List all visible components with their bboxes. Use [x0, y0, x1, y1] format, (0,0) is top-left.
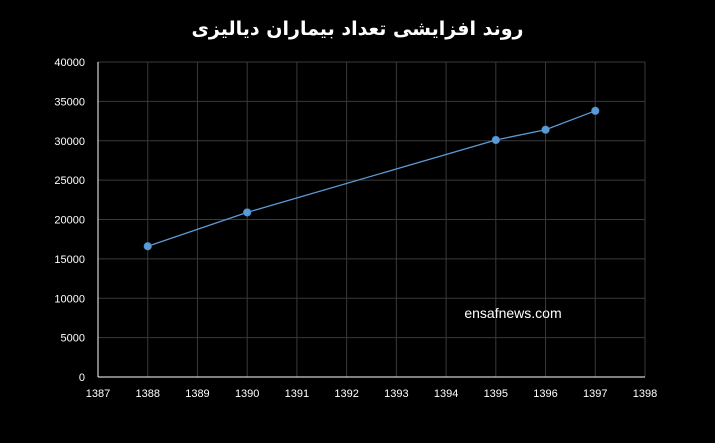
data-point [541, 125, 550, 134]
y-tick-label: 15000 [54, 254, 85, 266]
data-point [491, 135, 500, 145]
axes [97, 62, 645, 378]
x-tick-labels: 1387 1388 1389 1390 1391 1392 1393 1394 1395 1396… [86, 388, 657, 400]
data-point [143, 242, 152, 251]
y-tick-label: 30000 [54, 136, 85, 148]
data-point [591, 106, 600, 115]
x-tick-label: 1397 [583, 388, 607, 400]
x-tick-label: 1394 [434, 388, 458, 400]
y-tick-label: 5000 [61, 333, 85, 345]
x-tick-label: 1390 [235, 388, 259, 400]
y-tick-labels: 0 5000 10000 15000 20000 25000 30000 35000 40000 [54, 57, 85, 384]
data-point [243, 208, 252, 217]
y-tick-label: 20000 [54, 215, 85, 227]
y-tick-label: 40000 [54, 57, 85, 69]
data-series [143, 106, 600, 251]
x-tick-label: 1395 [484, 388, 508, 400]
x-tick-label: 1392 [334, 388, 358, 400]
watermark-text: ensafnews.com [464, 305, 561, 321]
x-tick-label: 1393 [384, 388, 408, 400]
y-tick-label: 25000 [54, 175, 85, 187]
series-line [147, 110, 596, 247]
x-tick-label: 1387 [86, 388, 110, 400]
x-tick-label: 1391 [285, 388, 309, 400]
chart-title: روند افزایشی تعداد بیماران دیالیزی [191, 18, 524, 40]
y-tick-label: 0 [79, 372, 85, 384]
x-tick-label: 1389 [185, 388, 209, 400]
x-tick-label: 1396 [533, 388, 557, 400]
x-tick-label: 1398 [633, 388, 657, 400]
grid-lines [98, 61, 646, 377]
y-tick-label: 35000 [54, 96, 85, 108]
x-tick-label: 1388 [135, 388, 159, 400]
y-tick-label: 10000 [54, 293, 85, 305]
